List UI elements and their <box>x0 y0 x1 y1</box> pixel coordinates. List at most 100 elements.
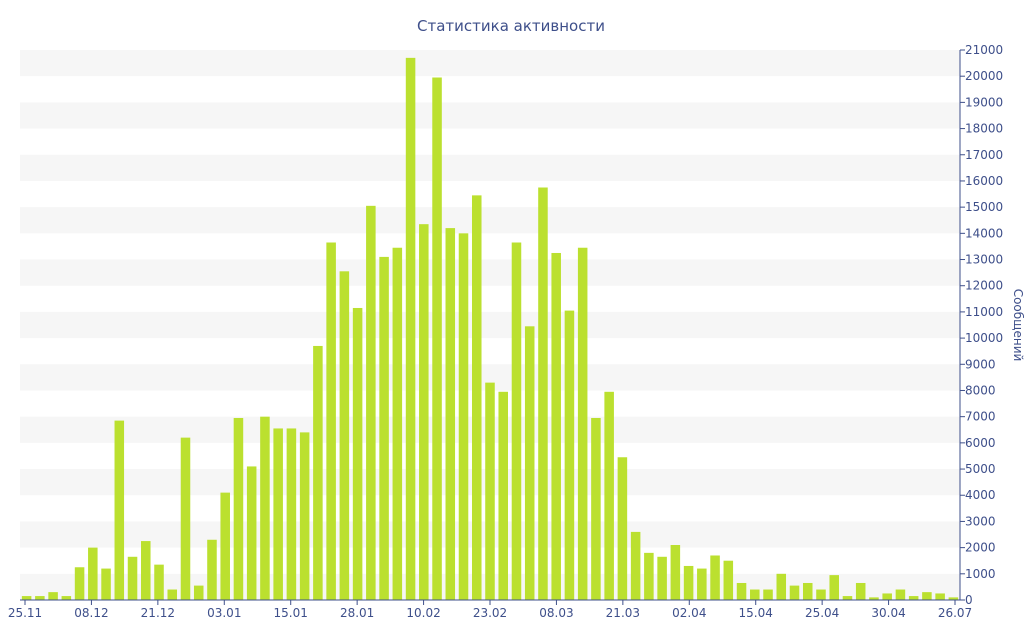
bar <box>88 547 98 600</box>
bar <box>141 541 151 600</box>
x-tick-label: 26.07 <box>938 606 972 620</box>
bar <box>458 233 469 600</box>
bar <box>577 247 588 601</box>
bar <box>61 596 72 600</box>
bar <box>670 545 681 600</box>
bar <box>908 596 919 600</box>
grid-band <box>20 154 960 181</box>
y-axis-title: Сообщений <box>1011 289 1024 362</box>
y-tick-label: 8000 <box>965 383 996 397</box>
bar <box>74 567 85 600</box>
bar <box>922 592 932 600</box>
y-tick-label: 7000 <box>965 410 996 424</box>
x-tick-label: 23.02 <box>473 606 507 620</box>
x-tick-label: 02.04 <box>672 606 706 620</box>
bar <box>750 589 760 600</box>
bar <box>167 589 178 600</box>
x-tick-label: 30.04 <box>871 606 905 620</box>
bar <box>180 437 191 600</box>
bar <box>101 568 111 600</box>
bar <box>273 428 283 600</box>
bar <box>485 382 495 600</box>
y-tick-label: 12000 <box>965 279 1003 293</box>
bar <box>776 573 787 600</box>
bar <box>644 552 654 600</box>
bar <box>220 492 230 600</box>
grid-band <box>20 50 960 77</box>
bar <box>498 391 508 600</box>
bar <box>842 596 853 600</box>
bar <box>114 420 125 600</box>
bar <box>246 466 257 600</box>
y-tick-label: 9000 <box>965 357 996 371</box>
bar <box>604 391 614 600</box>
bar <box>538 187 548 600</box>
bar <box>789 585 800 600</box>
bar <box>193 585 204 600</box>
y-tick-label: 17000 <box>965 148 1003 162</box>
bar <box>697 568 707 600</box>
bar <box>366 205 376 600</box>
y-tick-label: 15000 <box>965 200 1003 214</box>
bar <box>551 252 561 601</box>
bar <box>591 417 601 600</box>
y-tick-label: 13000 <box>965 253 1003 267</box>
bar <box>352 307 363 600</box>
y-tick-label: 18000 <box>965 122 1003 136</box>
x-tick-label: 15.01 <box>274 606 308 620</box>
bar <box>882 593 892 600</box>
bar <box>405 57 416 601</box>
x-tick-label: 25.04 <box>805 606 839 620</box>
bar <box>313 345 323 600</box>
bar <box>816 589 826 600</box>
bar <box>233 417 244 600</box>
bar <box>127 556 138 600</box>
bar <box>207 539 217 600</box>
bar <box>21 596 32 600</box>
bar <box>935 593 945 600</box>
y-axis-ticks: 0 1000 2000 3000 4000 5000 6000 7000 8000 9000 100… <box>960 43 1003 607</box>
x-tick-label: 08.12 <box>74 606 108 620</box>
bar <box>895 589 906 600</box>
bar <box>723 560 734 600</box>
bar <box>736 582 747 600</box>
bar <box>829 575 839 600</box>
bar <box>48 592 58 600</box>
y-tick-label: 11000 <box>965 305 1003 319</box>
bar <box>617 457 628 600</box>
y-tick-label: 1000 <box>965 567 996 581</box>
bar <box>524 326 535 600</box>
x-tick-label: 10.02 <box>406 606 440 620</box>
x-axis-ticks: 25.11 08.12 21.12 03.01 15.01 28.01 10.02 23.02… <box>8 600 972 620</box>
x-tick-label: 21.12 <box>141 606 175 620</box>
bar <box>710 555 720 600</box>
bar <box>869 597 879 600</box>
bar <box>286 428 297 600</box>
bar <box>392 247 403 601</box>
y-tick-label: 3000 <box>965 514 996 528</box>
bar <box>379 256 389 600</box>
y-tick-label: 10000 <box>965 331 1003 345</box>
x-tick-label: 03.01 <box>207 606 241 620</box>
x-tick-label: 08.03 <box>539 606 573 620</box>
bar <box>35 596 45 600</box>
bar <box>471 195 482 601</box>
x-tick-label: 21.03 <box>606 606 640 620</box>
bar <box>855 582 866 600</box>
chart-title: Статистика активности <box>417 17 605 35</box>
x-tick-label: 15.04 <box>739 606 773 620</box>
x-tick-label: 25.11 <box>8 606 42 620</box>
y-tick-label: 19000 <box>965 95 1003 109</box>
y-tick-label: 4000 <box>965 488 996 502</box>
y-tick-label: 5000 <box>965 462 996 476</box>
bar <box>630 531 641 600</box>
bar <box>299 432 310 600</box>
y-tick-label: 16000 <box>965 174 1003 188</box>
bar <box>683 565 694 600</box>
bars-group <box>21 57 959 601</box>
grid-band <box>20 102 960 129</box>
y-tick-label: 6000 <box>965 436 996 450</box>
bar <box>339 271 350 600</box>
y-tick-label: 0 <box>965 593 973 607</box>
